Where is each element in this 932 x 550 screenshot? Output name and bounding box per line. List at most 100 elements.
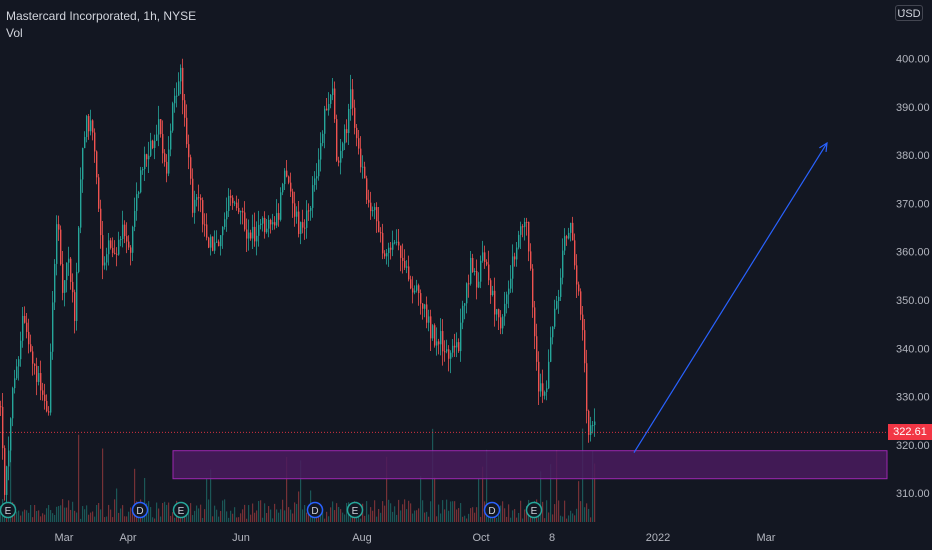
volume-bar <box>360 518 362 522</box>
volume-bar <box>404 499 406 522</box>
candle-body <box>86 116 88 137</box>
volume-bar <box>480 516 482 522</box>
trend-arrow <box>633 142 828 453</box>
currency-button[interactable]: ⌃ USD <box>895 5 923 21</box>
volume-bar <box>132 510 134 522</box>
volume-bar <box>366 501 368 522</box>
volume-bar <box>510 517 512 522</box>
candle-body <box>516 247 518 260</box>
volume-bar <box>464 515 466 522</box>
candle-body <box>424 304 426 309</box>
volume-bar <box>50 510 52 522</box>
volume-bar <box>426 511 428 522</box>
candle-body <box>6 466 8 495</box>
candle-body <box>90 120 92 132</box>
candle-body <box>182 67 184 101</box>
candle-body <box>46 401 48 412</box>
candle-body <box>120 239 122 241</box>
volume-bar <box>526 506 528 522</box>
candle-body <box>262 217 264 224</box>
candle-body <box>84 136 86 149</box>
volume-bar <box>406 509 408 522</box>
y-axis-tick-label: 320.00 <box>896 440 930 452</box>
chart-legend: Mastercard Incorporated, 1h, NYSE Vol <box>6 8 196 41</box>
dividend-marker <box>483 501 501 519</box>
candle-body <box>400 245 402 258</box>
candle-body <box>160 119 162 135</box>
volume-bar <box>134 468 136 522</box>
trend-arrow-head <box>819 141 828 153</box>
candle-body <box>432 325 434 339</box>
candle-body <box>142 169 144 171</box>
y-axis-tick-label: 400.00 <box>896 54 930 66</box>
candle-body <box>300 222 302 234</box>
volume-bar <box>300 460 302 522</box>
candle-body <box>260 223 262 225</box>
volume-label[interactable]: Vol <box>6 26 23 40</box>
candle-body <box>542 383 544 396</box>
candle-body <box>554 308 556 327</box>
candle-body <box>544 392 546 396</box>
volume-bar <box>554 504 556 522</box>
candle-body <box>224 219 226 227</box>
symbol-title[interactable]: Mastercard Incorporated, 1h, NYSE <box>6 9 197 23</box>
candle-body <box>296 211 298 217</box>
volume-bar <box>440 513 442 522</box>
candle-body <box>146 154 148 160</box>
volume-bar <box>80 518 82 522</box>
volume-bar <box>116 488 118 522</box>
candle-body <box>114 252 116 254</box>
candle-body <box>562 250 564 278</box>
candle-body <box>248 232 250 239</box>
volume-bar <box>470 508 472 522</box>
candle-body <box>286 170 288 177</box>
volume-bar <box>588 508 590 522</box>
candle-body <box>222 226 224 236</box>
volume-bar <box>374 500 376 522</box>
support-zone-rectangle <box>172 450 888 480</box>
volume-bar <box>266 512 268 522</box>
candle-body <box>106 254 108 263</box>
volume-bar <box>206 478 208 522</box>
candle-body <box>256 235 258 242</box>
volume-bar <box>98 502 100 522</box>
volume-bar <box>504 508 506 522</box>
candle-body <box>28 331 30 345</box>
volume-bar <box>150 507 152 522</box>
candle-body <box>158 119 160 135</box>
candle-body <box>62 264 64 293</box>
candle-body <box>198 197 200 199</box>
volume-bar <box>540 471 542 522</box>
candle-body <box>576 265 578 285</box>
candle-body <box>446 349 448 352</box>
volume-bar <box>594 463 596 522</box>
candle-body <box>264 217 266 233</box>
candle-body <box>450 352 452 359</box>
volume-bar <box>442 500 444 522</box>
candle-body <box>138 192 140 195</box>
candle-body <box>520 226 522 235</box>
candle-body <box>490 280 492 296</box>
volume-bar <box>410 503 412 522</box>
candle-body <box>170 130 172 150</box>
candle-body <box>494 290 496 315</box>
volume-bar <box>72 501 74 522</box>
candle-body <box>284 170 286 185</box>
candle-body <box>24 315 26 323</box>
volume-bar <box>316 515 318 522</box>
candle-body <box>288 176 290 183</box>
candle-body <box>420 293 422 304</box>
volume-bar <box>408 500 410 522</box>
volume-bar <box>34 505 36 522</box>
volume-bar <box>488 515 490 522</box>
volume-bar <box>0 505 2 522</box>
candle-body <box>176 95 178 97</box>
candle-body <box>398 241 400 246</box>
volume-bar <box>448 510 450 522</box>
volume-bar <box>422 500 424 522</box>
candle-body <box>270 219 272 225</box>
volume-bar <box>398 499 400 522</box>
candle-body <box>498 309 500 318</box>
